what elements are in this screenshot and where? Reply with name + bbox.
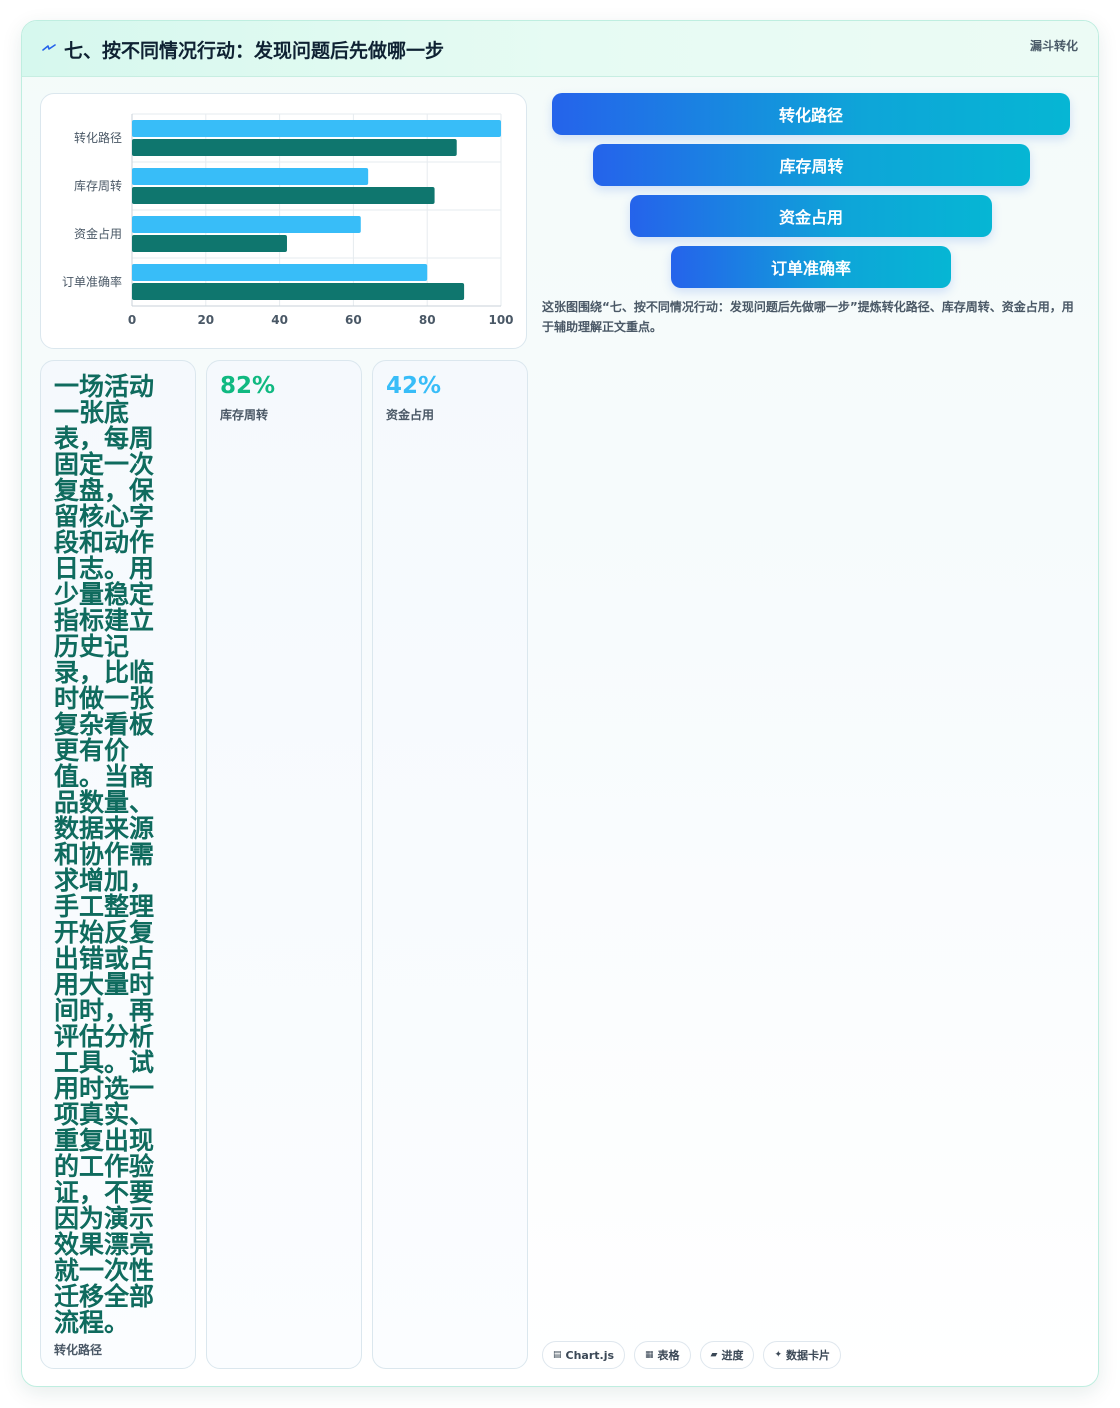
feature-chips: ▤ Chart.js ▦ 表格 ▰ 进度 ✦ 数据卡片	[542, 1341, 842, 1369]
tile-label: 资金占用	[386, 408, 435, 422]
y-tick-label: 库存周转	[74, 178, 122, 193]
grid-icon: ▤	[553, 1350, 562, 1360]
funnel-item: 资金占用	[630, 195, 992, 237]
header-tag: 漏斗转化	[1029, 39, 1078, 53]
bar	[132, 187, 435, 204]
x-tick-label: 60	[345, 313, 362, 327]
x-tick-label: 0	[128, 313, 136, 327]
tile-value: 82%	[220, 373, 276, 399]
funnel-item: 订单准确率	[671, 246, 951, 288]
funnel-item: 库存周转	[593, 144, 1030, 186]
bar	[132, 216, 361, 233]
bar	[132, 264, 428, 281]
progress-icon: ▰	[710, 1350, 718, 1360]
chip-progress[interactable]: ▰ 进度	[699, 1341, 755, 1369]
bar	[132, 235, 287, 252]
chip-label: 表格	[657, 1349, 680, 1362]
metric-tile: 一场活动一张底表，每周固定一次复盘，保留核心字段和动作日志。用少量稳定指标建立历…	[40, 360, 196, 1369]
chip-label: Chart.js	[565, 1348, 615, 1362]
card-header: 七、按不同情况行动：发现问题后先做哪一步 漏斗转化	[22, 21, 1098, 77]
chart-caption: 这张图围绕“七、按不同情况行动：发现问题后先做哪一步”提炼转化路径、库存周转、资…	[542, 300, 1074, 334]
y-tick-label: 订单准确率	[62, 274, 122, 289]
tile-value: 42%	[386, 373, 442, 399]
bar	[132, 168, 369, 185]
chip-chartjs[interactable]: ▤ Chart.js	[542, 1341, 626, 1369]
report-card: 七、按不同情况行动：发现问题后先做哪一步 漏斗转化 0 20 40 60 80 100 转化…	[21, 20, 1099, 1387]
chip-table[interactable]: ▦ 表格	[634, 1341, 691, 1369]
tile-text: 一场活动一张底表，每周固定一次复盘，保留核心字段和动作日志。用少量稳定指标建立历…	[54, 372, 155, 1337]
chip-label: 进度	[721, 1349, 744, 1362]
table-icon: ▦	[645, 1350, 654, 1360]
bar-chart-panel: 0 20 40 60 80 100 转化路径库存周转资金占用订单准确率	[40, 93, 527, 349]
bar	[132, 283, 465, 300]
tile-label: 转化路径	[54, 1343, 103, 1357]
metric-tile: 82% 库存周转	[206, 360, 362, 1369]
x-tick-label: 40	[271, 313, 288, 327]
x-tick-label: 20	[197, 313, 214, 327]
bar	[132, 120, 501, 137]
lightning-icon	[42, 44, 56, 51]
y-tick-label: 转化路径	[74, 130, 122, 145]
metric-tile: 42% 资金占用	[372, 360, 528, 1369]
page-title: 七、按不同情况行动：发现问题后先做哪一步	[64, 40, 445, 62]
x-tick-label: 100	[488, 313, 513, 327]
chip-label: 数据卡片	[786, 1349, 831, 1362]
x-tick-label: 80	[419, 313, 436, 327]
funnel-item: 转化路径	[552, 93, 1070, 135]
sparkle-icon: ✦	[774, 1350, 783, 1360]
tile-label: 库存周转	[220, 408, 269, 422]
y-tick-label: 资金占用	[74, 226, 122, 241]
chip-data-card[interactable]: ✦ 数据卡片	[763, 1341, 842, 1369]
funnel: 转化路径 库存周转 资金占用 订单准确率	[552, 93, 1072, 293]
bar	[132, 139, 457, 156]
